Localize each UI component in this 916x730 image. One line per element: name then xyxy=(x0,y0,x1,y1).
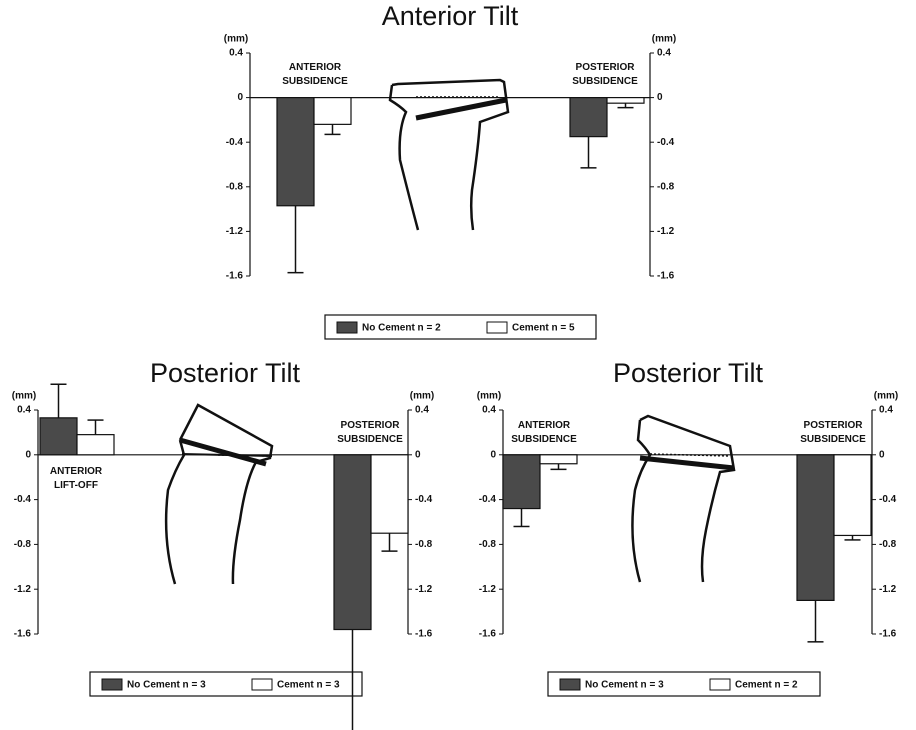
legend-label: No Cement n = 3 xyxy=(585,680,664,691)
y2-tick-label: -0.4 xyxy=(879,494,897,505)
y2-tick-label: 0.4 xyxy=(415,405,429,416)
bar xyxy=(503,455,540,509)
y-axis-label: (mm) xyxy=(224,34,248,45)
y-tick-label: -1.2 xyxy=(479,584,497,595)
y-tick-label: -0.4 xyxy=(14,494,32,505)
y-tick-label: -0.8 xyxy=(14,539,32,550)
y-axis-label: (mm) xyxy=(12,391,36,402)
y2-axis-label: (mm) xyxy=(652,34,676,45)
bar xyxy=(77,435,114,455)
tibia-anterior xyxy=(390,80,508,230)
legend-swatch xyxy=(560,679,580,690)
legend-label: No Cement n = 2 xyxy=(362,323,441,334)
y2-tick-label: -1.2 xyxy=(657,226,675,237)
y2-tick-label: -0.8 xyxy=(879,539,897,550)
y-tick-label: -0.4 xyxy=(479,494,497,505)
chart-title: Anterior Tilt xyxy=(382,1,519,31)
y-tick-label: -1.6 xyxy=(226,271,244,282)
y2-tick-label: 0 xyxy=(879,449,885,460)
y-tick-label: 0.4 xyxy=(482,405,496,416)
y2-tick-label: -1.2 xyxy=(879,584,897,595)
legend-swatch xyxy=(337,322,357,333)
y2-tick-label: -0.4 xyxy=(415,494,433,505)
legend-swatch xyxy=(710,679,730,690)
y-tick-label: -1.6 xyxy=(14,629,32,640)
y2-axis-label: (mm) xyxy=(410,391,434,402)
y2-tick-label: -1.6 xyxy=(415,629,433,640)
y-tick-label: 0 xyxy=(490,449,496,460)
y2-tick-label: 0 xyxy=(415,449,421,460)
y2-tick-label: 0.4 xyxy=(657,48,671,59)
y2-tick-label: -0.4 xyxy=(657,137,675,148)
bar xyxy=(570,98,607,137)
tibia-posterior-2 xyxy=(632,416,734,582)
bar xyxy=(607,98,644,104)
y2-tick-label: 0 xyxy=(657,92,663,103)
y2-tick-label: -1.6 xyxy=(879,629,897,640)
bar xyxy=(277,98,314,206)
bar xyxy=(334,455,371,630)
legend-label: Cement n = 5 xyxy=(512,323,575,334)
tibia-posterior-1 xyxy=(166,405,272,584)
bar xyxy=(314,98,351,125)
legend-label: No Cement n = 3 xyxy=(127,680,206,691)
y-tick-label: -1.6 xyxy=(479,629,497,640)
bar xyxy=(540,455,577,464)
legend-swatch xyxy=(102,679,122,690)
y-tick-label: 0 xyxy=(237,92,243,103)
bar xyxy=(40,418,77,455)
chart-title: Posterior Tilt xyxy=(613,358,764,388)
chart-title: Posterior Tilt xyxy=(150,358,301,388)
y-tick-label: -0.4 xyxy=(226,137,244,148)
y-tick-label: -1.2 xyxy=(226,226,244,237)
bar xyxy=(834,455,871,536)
y-axis-label: (mm) xyxy=(477,391,501,402)
bar xyxy=(797,455,834,601)
y-tick-label: 0.4 xyxy=(229,48,243,59)
y-tick-label: 0.4 xyxy=(17,405,31,416)
y-tick-label: -1.2 xyxy=(14,584,32,595)
legend-swatch xyxy=(487,322,507,333)
legend-label: Cement n = 3 xyxy=(277,680,340,691)
figure: Anterior Tilt (mm) (mm) 0.4 0.4 0 0 -0.4 -0.4 -0.… xyxy=(0,0,916,730)
bar xyxy=(371,455,408,533)
y2-tick-label: -0.8 xyxy=(657,181,675,192)
y2-tick-label: -0.8 xyxy=(415,539,433,550)
legend-label: Cement n = 2 xyxy=(735,680,798,691)
y2-tick-label: -1.2 xyxy=(415,584,433,595)
y2-axis-label: (mm) xyxy=(874,391,898,402)
y-tick-label: -0.8 xyxy=(226,181,244,192)
y-tick-label: 0 xyxy=(25,449,31,460)
y2-tick-label: 0.4 xyxy=(879,405,893,416)
y2-tick-label: -1.6 xyxy=(657,271,675,282)
y-tick-label: -0.8 xyxy=(479,539,497,550)
legend-swatch xyxy=(252,679,272,690)
